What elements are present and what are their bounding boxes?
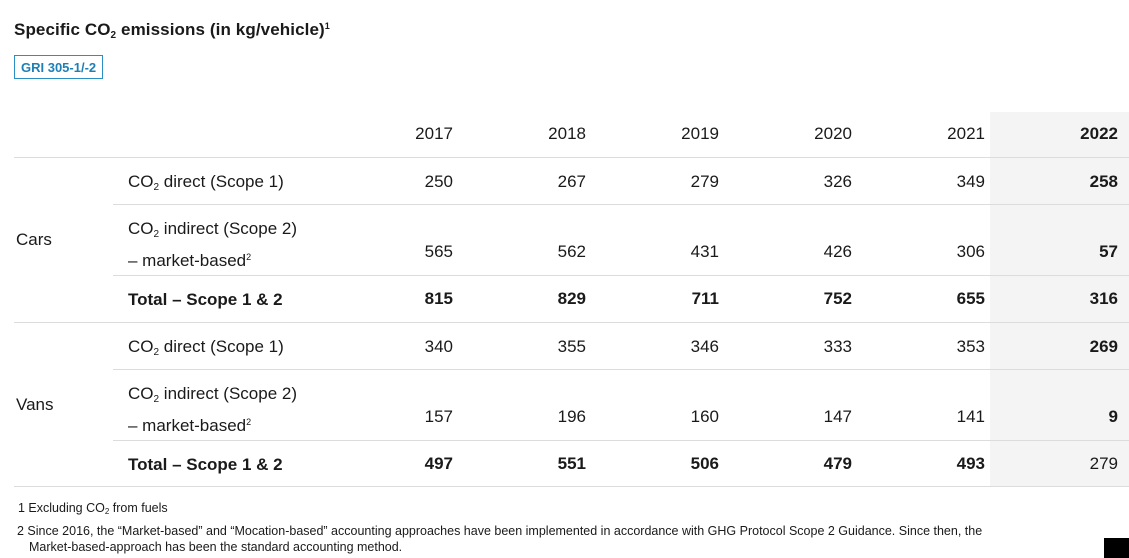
table-cell: 340 xyxy=(424,337,453,356)
table-cell-total: 493 xyxy=(956,454,985,473)
table-cell: 431 xyxy=(690,242,719,261)
table-cell: 267 xyxy=(557,172,586,191)
table-cell: 346 xyxy=(690,337,719,356)
group-label-vans: Vans xyxy=(16,395,54,414)
table-cell: 141 xyxy=(956,407,985,426)
table-cell-total: 497 xyxy=(424,454,453,473)
table-cell: 355 xyxy=(557,337,586,356)
year-header: 2019 xyxy=(681,124,719,143)
row-divider xyxy=(14,486,1129,487)
table-cell: 147 xyxy=(823,407,852,426)
year-header: 2020 xyxy=(814,124,852,143)
table-cell: 157 xyxy=(424,407,453,426)
table-cell: 160 xyxy=(690,407,719,426)
row-label-total: Total – Scope 1 & 2 xyxy=(128,290,283,309)
table-cell: 349 xyxy=(956,172,985,191)
group-label-cars: Cars xyxy=(16,230,52,249)
corner-block xyxy=(1104,538,1129,558)
table-cell: 353 xyxy=(956,337,985,356)
table-cell-total: 752 xyxy=(823,289,852,308)
row-divider xyxy=(113,275,1129,276)
year-header: 2017 xyxy=(415,124,453,143)
table-cell: 326 xyxy=(823,172,852,191)
footnote-1: 1 Excluding CO2 from fuels xyxy=(18,501,168,516)
table-cell: 426 xyxy=(823,242,852,261)
footnote-2-line-2: Market-based-approach has been the stand… xyxy=(29,540,403,554)
table-cell: 562 xyxy=(557,242,586,261)
table-cell-highlight: 258 xyxy=(1089,172,1118,191)
table-cell: 250 xyxy=(424,172,453,191)
gri-badge[interactable]: GRI 305-1/-2 xyxy=(14,55,104,79)
row-divider xyxy=(113,369,1129,370)
row-divider xyxy=(14,322,1129,323)
table-cell-highlight: 316 xyxy=(1089,289,1118,308)
table-cell-total: 711 xyxy=(691,289,719,308)
table-cell-highlight: 269 xyxy=(1089,337,1118,356)
table-cell-total: 551 xyxy=(557,454,586,473)
row-label: CO2 direct (Scope 1) xyxy=(128,337,284,358)
table-cell-highlight: 9 xyxy=(1108,407,1118,426)
table-cell: 196 xyxy=(557,407,586,426)
row-label-total: Total – Scope 1 & 2 xyxy=(128,455,283,474)
table-cell-total: 815 xyxy=(424,289,453,308)
year-header: 2018 xyxy=(548,124,586,143)
table-cell-highlight: 279 xyxy=(1089,454,1118,473)
highlight-column xyxy=(990,112,1129,487)
table-cell-total: 655 xyxy=(956,289,985,308)
row-label: CO2 direct (Scope 1) xyxy=(128,172,284,193)
row-label: CO2 indirect (Scope 2) – market-based2 xyxy=(128,384,298,435)
table-cell: 565 xyxy=(424,242,453,261)
row-divider xyxy=(14,157,1129,158)
table-cell-total: 479 xyxy=(823,454,852,473)
row-divider xyxy=(113,440,1129,441)
year-header: 2021 xyxy=(947,124,985,143)
row-divider xyxy=(113,204,1129,205)
table-cell-highlight: 57 xyxy=(1099,242,1118,261)
row-label: CO2 indirect (Scope 2) – market-based2 xyxy=(128,219,298,270)
year-header-highlight: 2022 xyxy=(1080,124,1118,143)
table-cell-total: 506 xyxy=(690,454,719,473)
table-cell: 333 xyxy=(823,337,852,356)
page-title: Specific CO2 emissions (in kg/vehicle)1 xyxy=(14,20,330,41)
table-cell: 279 xyxy=(690,172,719,191)
table-cell: 306 xyxy=(956,242,985,261)
footnote-2-line-1: 2 Since 2016, the “Market-based” and “Mo… xyxy=(17,524,983,538)
table-cell-total: 829 xyxy=(557,289,586,308)
